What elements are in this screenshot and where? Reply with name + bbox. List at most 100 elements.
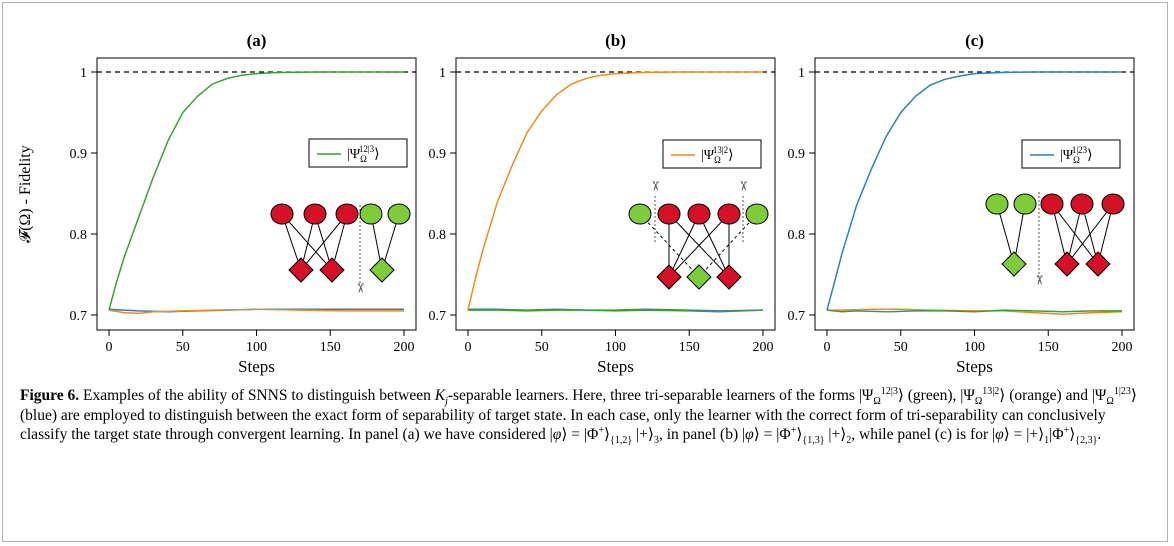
legend-label: |ΨΩ13|2⟩ (701, 145, 734, 165)
series-line (827, 308, 1123, 315)
network-diagram-a: ✂ (270, 203, 411, 294)
red-node (687, 203, 711, 225)
network-edge (300, 213, 348, 271)
x-axis-label: Steps (238, 357, 275, 376)
legend-psi: |Ψ (347, 147, 361, 162)
caption-text-6: , in panel (b) (658, 426, 743, 443)
red-node (1070, 193, 1094, 215)
network-edge (668, 213, 730, 278)
legend-sub: Ω (360, 154, 367, 164)
red-node (303, 203, 327, 225)
legend-psi: |Ψ (1060, 148, 1074, 163)
caption-math-state-a: |φ⟩ = |Φ+⟩{1,2} |+⟩3 (549, 424, 659, 447)
network-edge (281, 213, 333, 271)
green-node (628, 203, 652, 225)
x-tick-label: 200 (1112, 340, 1133, 355)
red-output-node (656, 264, 682, 290)
panel-label: (b) (605, 31, 626, 50)
series-line (108, 71, 404, 311)
y-tick-label: 0.8 (70, 228, 88, 243)
legend-box (662, 139, 762, 169)
caption-text-7: , while panel (c) is for (851, 426, 993, 443)
caption-text-2: -separable learners. Here, three tri-sep… (447, 387, 859, 404)
network-edge (639, 213, 700, 278)
scissors-icon: ✂ (736, 181, 751, 192)
green-output-node (1001, 251, 1027, 277)
scissors-icon: ✂ (353, 283, 368, 294)
x-tick-label: 150 (320, 340, 341, 355)
x-axis-label: Steps (956, 357, 993, 376)
network-diagram-b: ✂ ✂ (628, 181, 769, 290)
green-output-node (686, 264, 712, 290)
figure-caption: Figure 6. Examples of the ability of SNN… (20, 386, 1150, 445)
green-node (387, 203, 411, 225)
y-tick-label: 0.8 (788, 228, 806, 243)
caption-text-3: (green), (903, 387, 961, 404)
panel-c: (c) 0.7 0.8 0.9 1 0 50 100 150 200 Steps |ΨΩ1|23⟩ (788, 31, 1135, 376)
legend-label: |ΨΩ1|23⟩ (1060, 145, 1093, 165)
caption-kj: K (434, 387, 446, 404)
caption-math-psi-13-2: |ΨΩ13|2⟩ (960, 385, 1006, 408)
red-output-node (716, 264, 742, 290)
red-node (270, 203, 294, 225)
series-line (468, 309, 764, 313)
x-axis-label: Steps (597, 357, 634, 376)
y-tick-label: 0.7 (70, 309, 88, 324)
red-node (1101, 193, 1125, 215)
caption-text-5: (blue) are employed to distinguish betwe… (20, 406, 1106, 444)
x-tick-label: 100 (605, 340, 626, 355)
y-tick-label: 0.8 (429, 228, 447, 243)
y-tick-label: 0.9 (788, 147, 806, 162)
panel-a: (a) 0.7 0.8 0.9 1 0 50 100 150 200 Steps 𝓕(Ω) - Fid… (17, 31, 417, 376)
legend-ket: ⟩ (374, 147, 379, 162)
series-line (108, 308, 404, 315)
y-axis-label: 𝓕(Ω) - Fidelity (17, 145, 34, 242)
y-tick-label: 1 (439, 66, 446, 81)
legend-sub: Ω (714, 155, 721, 165)
caption-math-psi-12-3: |ΨΩ12|3⟩ (858, 385, 904, 408)
red-node (1040, 193, 1064, 215)
x-tick-label: 50 (176, 340, 190, 355)
red-node (657, 203, 681, 225)
caption-label: Figure 6. (20, 387, 80, 404)
x-tick-label: 0 (465, 340, 472, 355)
legend-sub: Ω (1073, 155, 1080, 165)
legend-sup: 1|23 (1072, 145, 1088, 155)
caption-kj-sub: j (445, 396, 448, 408)
legend-ket: ⟩ (728, 148, 733, 163)
legend-sup: 13|2 (713, 145, 728, 155)
legend-ket: ⟩ (1087, 148, 1092, 163)
caption-math-state-b: |φ⟩ = |Φ+⟩{1,3} |+⟩2 (742, 424, 852, 447)
series-line (467, 71, 763, 311)
scissors-icon: ✂ (1032, 275, 1047, 286)
network-edge (668, 213, 700, 278)
green-node (745, 203, 769, 225)
plot-box (814, 57, 1135, 331)
x-tick-label: 100 (964, 340, 985, 355)
red-node (717, 203, 741, 225)
y-tick-label: 0.7 (429, 309, 447, 324)
y-tick-label: 0.9 (70, 147, 88, 162)
scissors-icon: ✂ (648, 181, 663, 192)
green-node (985, 193, 1009, 215)
legend-box (308, 138, 408, 168)
panel-b: (b) 0.7 0.8 0.9 1 0 50 100 150 200 Steps |ΨΩ13|2⟩ (429, 31, 776, 376)
green-node (1013, 193, 1037, 215)
y-tick-label: 1 (80, 66, 87, 81)
x-tick-label: 50 (535, 340, 549, 355)
panel-label: (c) (965, 31, 984, 50)
x-tick-label: 100 (246, 340, 267, 355)
red-output-node (1085, 251, 1111, 277)
x-tick-label: 0 (824, 340, 831, 355)
red-output-node (319, 257, 345, 283)
series-line (826, 309, 1122, 313)
x-tick-label: 0 (106, 340, 113, 355)
plot-box (455, 57, 776, 331)
x-tick-label: 50 (894, 340, 908, 355)
legend-sup: 12|3 (359, 144, 375, 154)
green-output-node (369, 257, 395, 283)
network-edge (698, 213, 730, 278)
caption-text-1: Examples of the ability of SNNS to disti… (79, 387, 435, 404)
